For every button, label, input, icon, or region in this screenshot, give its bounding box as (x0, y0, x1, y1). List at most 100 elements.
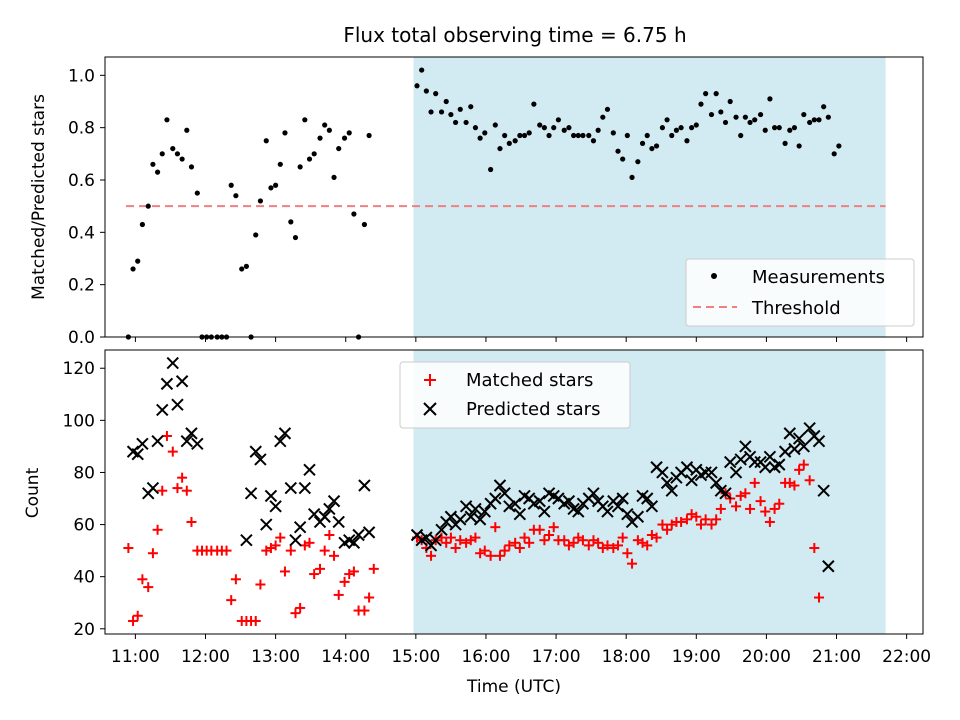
predicted-star-point (498, 487, 511, 500)
matched-star-point (504, 540, 515, 551)
matched-star-point (764, 516, 775, 527)
measurement-point (438, 109, 445, 115)
measurement-point (757, 111, 764, 118)
measurement-point (346, 130, 352, 136)
legend-predicted-label: Predicted stars (466, 399, 600, 420)
measurement-point (821, 104, 827, 110)
top-y-tick-label: 1.0 (68, 66, 95, 86)
measurement-point (351, 211, 357, 217)
matched-star-point (794, 464, 805, 475)
predicted-star-point (352, 528, 365, 542)
measurement-point (684, 138, 690, 144)
measurement-point (341, 135, 348, 141)
measurement-point (531, 101, 537, 107)
matched-star-point (577, 535, 588, 546)
measurement-point (492, 122, 498, 128)
predicted-star-point (260, 518, 273, 531)
bottom-panel: 20 40 60 80 100 120 11:00 12:00 13:00 14:00 15:00… (23, 349, 931, 697)
measurement-point (288, 219, 294, 225)
matched-star-point (798, 459, 809, 470)
measurements-series (125, 67, 842, 340)
matched-star-point (270, 540, 281, 551)
predicted-star-point (284, 481, 298, 495)
matched-star-point (745, 503, 756, 514)
predicted-star-point (358, 479, 371, 492)
measurement-point (463, 119, 469, 126)
matched-star-point (593, 537, 604, 548)
predicted-star-point (166, 356, 179, 370)
matched-star-point (681, 514, 692, 525)
measurement-point (747, 119, 753, 126)
legend-matched-marker (424, 374, 436, 386)
measurement-point (722, 119, 729, 126)
measurement-point (639, 140, 646, 146)
bottom-x-tick-label: 15:00 (391, 647, 440, 667)
measurement-point (170, 145, 176, 152)
measurement-point (419, 67, 425, 73)
matched-star-point (167, 446, 178, 457)
predicted-star-point (538, 505, 551, 518)
matched-star-point (539, 535, 550, 546)
matched-star-point (333, 589, 344, 600)
measurement-point (787, 127, 793, 133)
measurement-point (277, 161, 283, 167)
predicted-star-point (303, 463, 316, 477)
matched-star-point (315, 563, 326, 574)
predicted-star-point (759, 461, 772, 474)
predicted-star-point (318, 510, 331, 523)
matched-star-point (760, 506, 771, 517)
predicted-star-point (734, 453, 747, 466)
matched-star-point (132, 610, 143, 621)
measurement-point (188, 164, 195, 170)
measurement-point (610, 130, 616, 136)
measurement-point (624, 132, 630, 139)
measurement-point (292, 234, 299, 241)
predicted-star-point (719, 487, 732, 500)
matched-star-point (479, 545, 490, 556)
measurement-point (600, 114, 606, 120)
matched-star-point (524, 537, 535, 548)
matched-star-point (740, 488, 751, 499)
predicted-star-point (803, 421, 816, 435)
measurement-point (546, 132, 552, 139)
measurement-point (139, 221, 145, 228)
predicted-star-point (631, 510, 645, 523)
predicted-star-point (508, 497, 522, 510)
measurement-point (807, 119, 813, 126)
predicted-star-point (699, 466, 712, 479)
measurement-point (566, 125, 572, 131)
predicted-star-point (572, 505, 585, 518)
matched-star-point (813, 592, 824, 603)
matched-star-point (226, 595, 237, 606)
matched-star-point (152, 524, 163, 535)
measurement-point (322, 122, 328, 128)
predicted-star-point (621, 507, 634, 521)
measurement-point (689, 125, 695, 131)
matched-star-point (642, 540, 653, 551)
predicted-star-point (269, 500, 282, 513)
measurement-point (477, 135, 483, 141)
predicted-star-point (429, 533, 442, 547)
measurement-point (306, 156, 313, 162)
matched-star-point (789, 480, 800, 491)
predicted-star-point (797, 440, 811, 453)
bottom-x-tick-label: 22:00 (882, 647, 931, 667)
bottom-y-axis-label: Count (23, 467, 43, 518)
measurement-point (179, 156, 185, 162)
predicted-star-point (685, 474, 698, 487)
measurement-point (150, 161, 156, 167)
matched-star-point (769, 503, 780, 514)
matched-star-point (559, 535, 570, 546)
measurement-point (174, 151, 181, 157)
matched-star-point (285, 545, 296, 556)
top-y-tick-label: 0.4 (68, 223, 95, 243)
measurement-point (145, 203, 151, 209)
top-y-tick-label: 0.2 (68, 276, 95, 296)
predicted-star-point (289, 533, 302, 547)
measurement-point (311, 151, 317, 157)
matched-star-point (250, 615, 261, 626)
measurement-point (336, 145, 342, 152)
matched-star-point (255, 579, 266, 590)
measurement-point (836, 143, 842, 149)
